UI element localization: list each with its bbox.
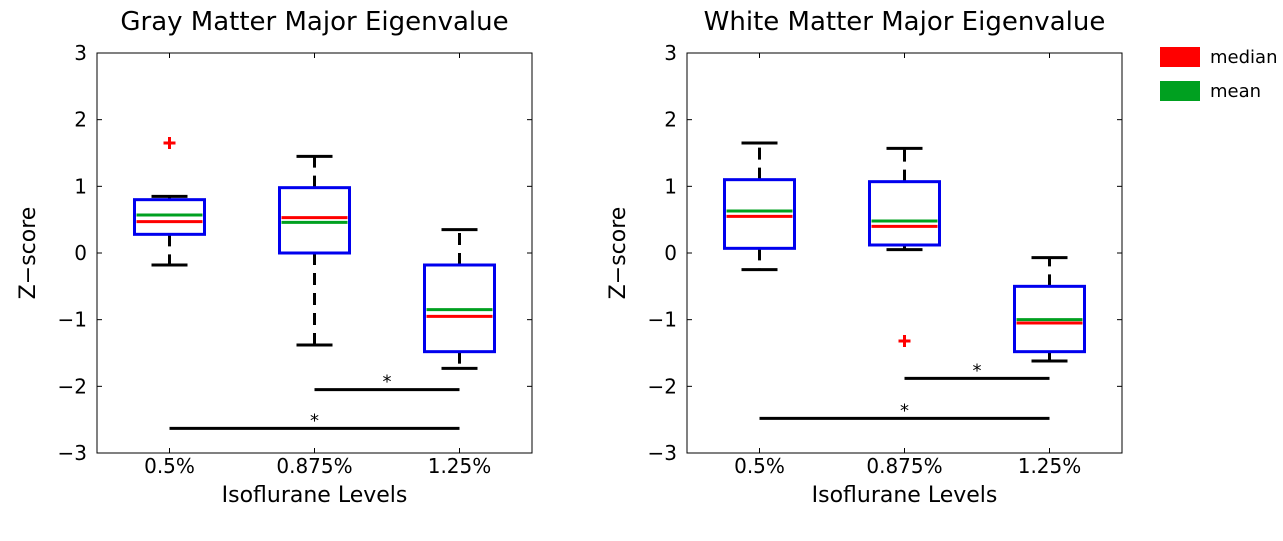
legend-swatch-median — [1160, 47, 1200, 67]
x-tick-label: 1.25% — [1018, 454, 1082, 478]
y-axis-label: Z−score — [16, 207, 41, 300]
y-tick-label: −2 — [58, 374, 87, 398]
box-1 — [723, 141, 796, 272]
y-axis-label: Z−score — [606, 207, 631, 300]
y-tick-label: 2 — [74, 108, 87, 132]
significance-star: * — [973, 360, 982, 381]
significance-star: * — [900, 400, 909, 421]
y-tick-label: −2 — [648, 374, 677, 398]
iqr-box — [278, 186, 351, 255]
box-2 — [868, 146, 941, 347]
iqr-box — [133, 198, 206, 236]
white-matter-chart: White Matter Major Eigenvalue 3 2 1 0 −1 −2 −3 0… — [606, 7, 1123, 508]
y-tick-label: 2 — [664, 108, 677, 132]
chart-title: Gray Matter Major Eigenvalue — [120, 7, 508, 37]
x-tick-label: 0.5% — [734, 454, 785, 478]
chart-title: White Matter Major Eigenvalue — [704, 7, 1106, 37]
box-1 — [133, 137, 206, 267]
y-tick-label: 3 — [74, 41, 87, 65]
x-axis-label: Isoflurane Levels — [812, 483, 998, 508]
outlier-marker — [163, 137, 176, 149]
x-axis-label: Isoflurane Levels — [222, 483, 408, 508]
y-tick-label: −1 — [58, 308, 87, 332]
y-tick-label: −3 — [58, 441, 87, 465]
gray-matter-chart: Gray Matter Major Eigenvalue 3 2 1 0 −1 −2 −3 0.… — [16, 7, 533, 508]
x-tick-label: 0.875% — [866, 454, 942, 478]
legend-label-mean: mean — [1210, 81, 1261, 102]
x-tick-label: 0.5% — [144, 454, 195, 478]
plot-frame — [686, 52, 1123, 454]
box-2 — [278, 154, 351, 347]
y-tick-label: 1 — [74, 174, 87, 198]
x-tick-label: 0.875% — [276, 454, 352, 478]
legend-label-median: median — [1210, 47, 1277, 68]
y-tick-label: 3 — [664, 41, 677, 65]
iqr-box — [723, 178, 796, 250]
y-tick-label: 0 — [664, 241, 677, 265]
iqr-box — [868, 180, 941, 247]
outlier-marker — [898, 335, 911, 347]
significance-star: * — [383, 372, 392, 393]
significance-star: * — [310, 410, 319, 431]
x-tick-label: 1.25% — [428, 454, 492, 478]
box-3 — [1013, 256, 1086, 363]
legend: median mean — [1160, 47, 1277, 102]
y-tick-label: −3 — [648, 441, 677, 465]
y-tick-label: −1 — [648, 308, 677, 332]
y-tick-label: 0 — [74, 241, 87, 265]
legend-swatch-mean — [1160, 81, 1200, 101]
box-3 — [423, 228, 496, 370]
y-tick-label: 1 — [664, 174, 677, 198]
